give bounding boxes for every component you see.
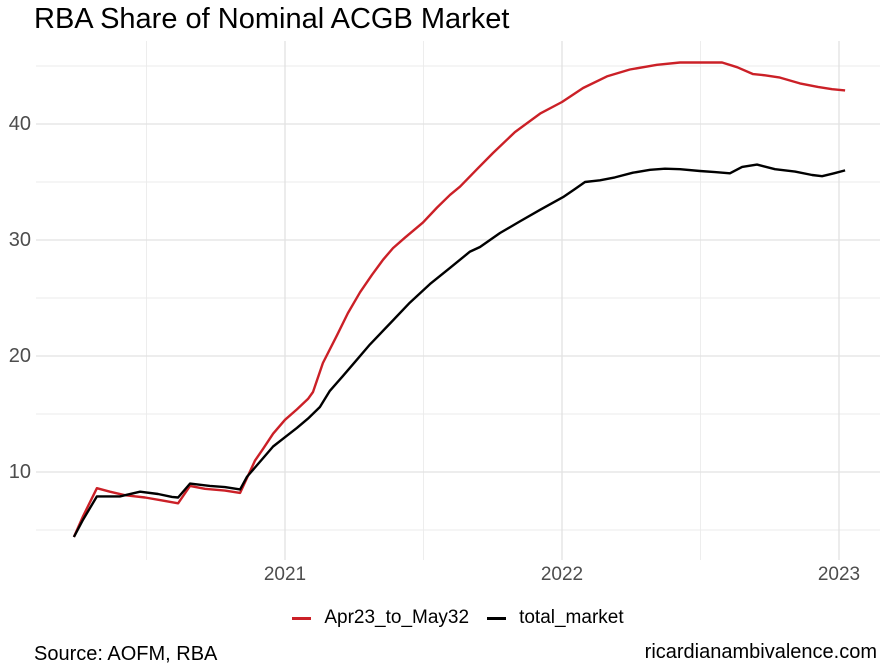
y-tick-label-10: 10 (8, 461, 31, 483)
series-line-total_market (72, 163, 846, 538)
legend-label-apr23-to-may32: Apr23_to_May32 (324, 607, 470, 628)
x-tick-label-2023: 2023 (817, 564, 861, 585)
series-line-apr23_to_may32 (72, 61, 846, 538)
legend-item-apr23-to-may32: Apr23_to_May32 (292, 606, 469, 630)
legend: Apr23_to_May32 total_market (36, 606, 880, 630)
y-tick-label-20: 20 (8, 345, 31, 367)
y-tick-label-40: 40 (8, 113, 31, 135)
legend-line-swatch-red (292, 616, 312, 620)
source-note: Source: AOFM, RBA (34, 643, 218, 665)
x-tick-label-2021: 2021 (263, 564, 307, 585)
legend-label-total-market: total_market (519, 607, 624, 628)
y-tick-label-30: 30 (8, 229, 31, 251)
chart-title: RBA Share of Nominal ACGB Market (34, 3, 510, 35)
legend-item-total-market: total_market (487, 606, 624, 630)
x-tick-label-2022: 2022 (540, 564, 584, 585)
legend-line-swatch-black (487, 616, 507, 620)
site-credit: ricardianambivalence.com (644, 641, 877, 663)
